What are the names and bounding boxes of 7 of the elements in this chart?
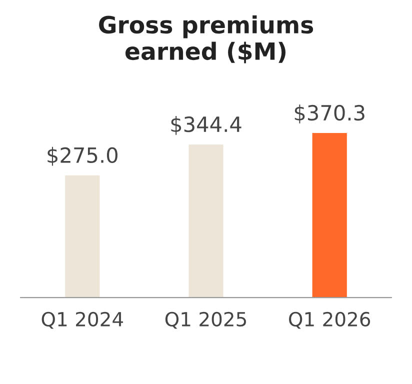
chart-title: Gross premiums earned ($M)	[99, 15, 314, 64]
data-label: $275.0	[48, 146, 118, 166]
x-tick-label: Q1 2026	[289, 312, 370, 329]
data-label: $370.3	[294, 104, 364, 124]
data-label: $344.4	[171, 116, 242, 135]
x-tick-label: Q1 2025	[165, 312, 246, 329]
x-tick-label: Q1 2024	[42, 312, 123, 329]
